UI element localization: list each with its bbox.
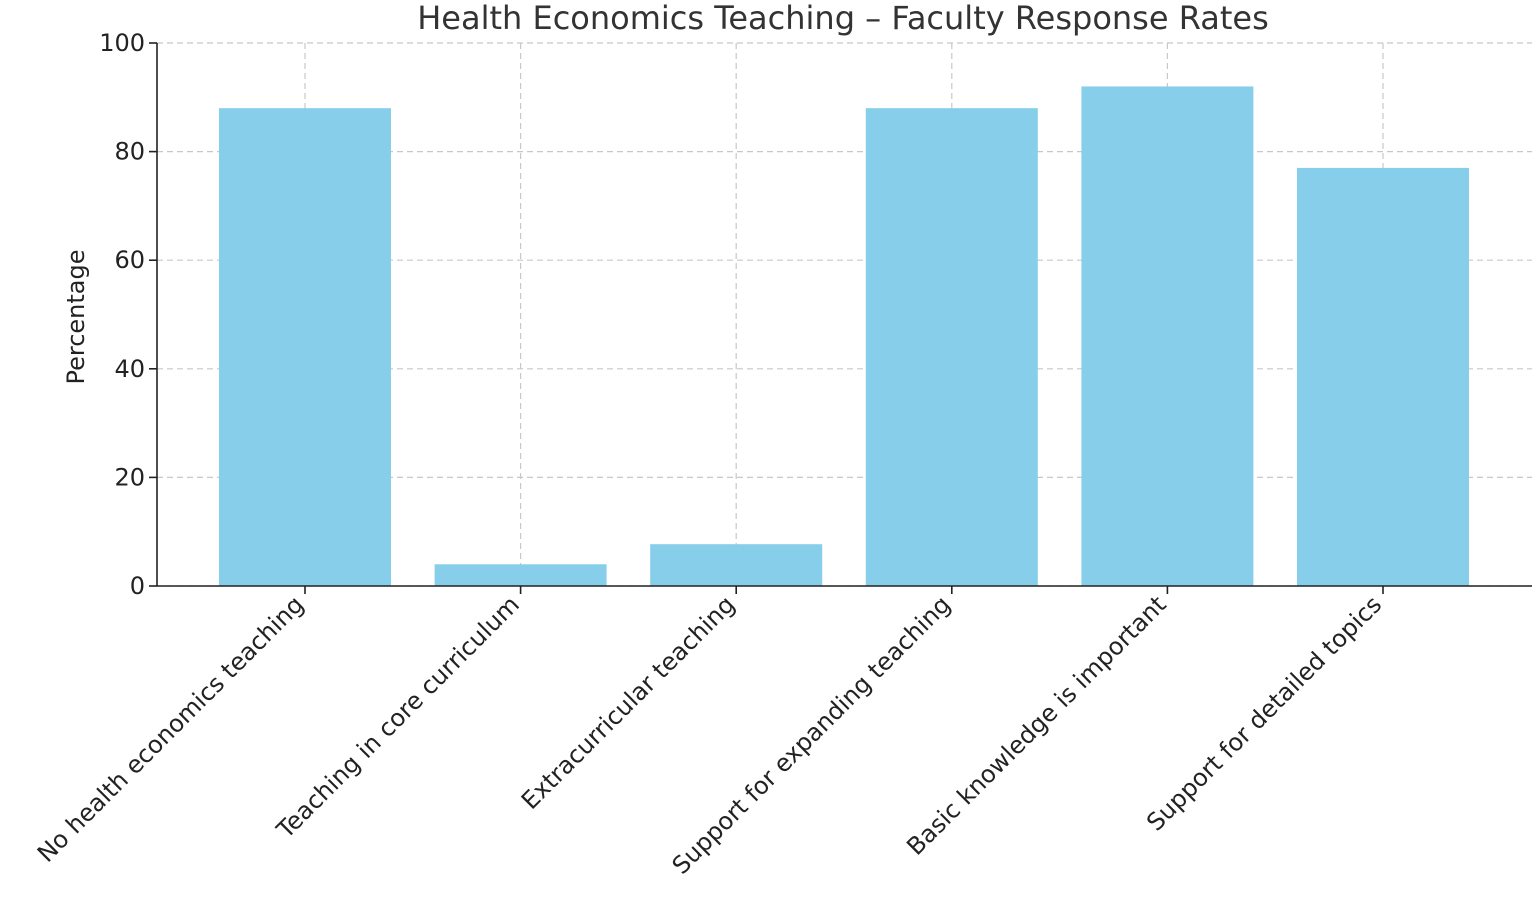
- y-tick-label: 60: [114, 246, 145, 274]
- chart-title: Health Economics Teaching – Faculty Resp…: [417, 0, 1269, 37]
- y-tick-label: 80: [114, 138, 145, 166]
- y-tick-label: 40: [114, 355, 145, 383]
- bar: [219, 108, 391, 586]
- x-tick-label: No health economics teaching: [32, 590, 309, 867]
- y-axis-ticks: 0 20 40 60 80 100: [99, 29, 157, 600]
- x-tick-label: Basic knowledge is important: [901, 590, 1171, 860]
- bars: [219, 86, 1469, 586]
- bar: [1297, 167, 1469, 586]
- bar: [650, 544, 823, 586]
- y-tick-label: 20: [114, 463, 145, 491]
- bar: [1081, 86, 1254, 586]
- bar: [434, 564, 607, 586]
- x-tick-label: Extracurricular teaching: [516, 590, 740, 814]
- y-tick-label: 100: [99, 29, 145, 57]
- x-tick-label: Teaching in core curriculum: [271, 590, 525, 844]
- bar: [865, 108, 1038, 586]
- axes: [156, 43, 1532, 587]
- y-axis-label: Percentage: [62, 249, 90, 384]
- x-tick-label: Support for detailed topics: [1141, 590, 1387, 836]
- y-tick-label: 0: [130, 572, 145, 600]
